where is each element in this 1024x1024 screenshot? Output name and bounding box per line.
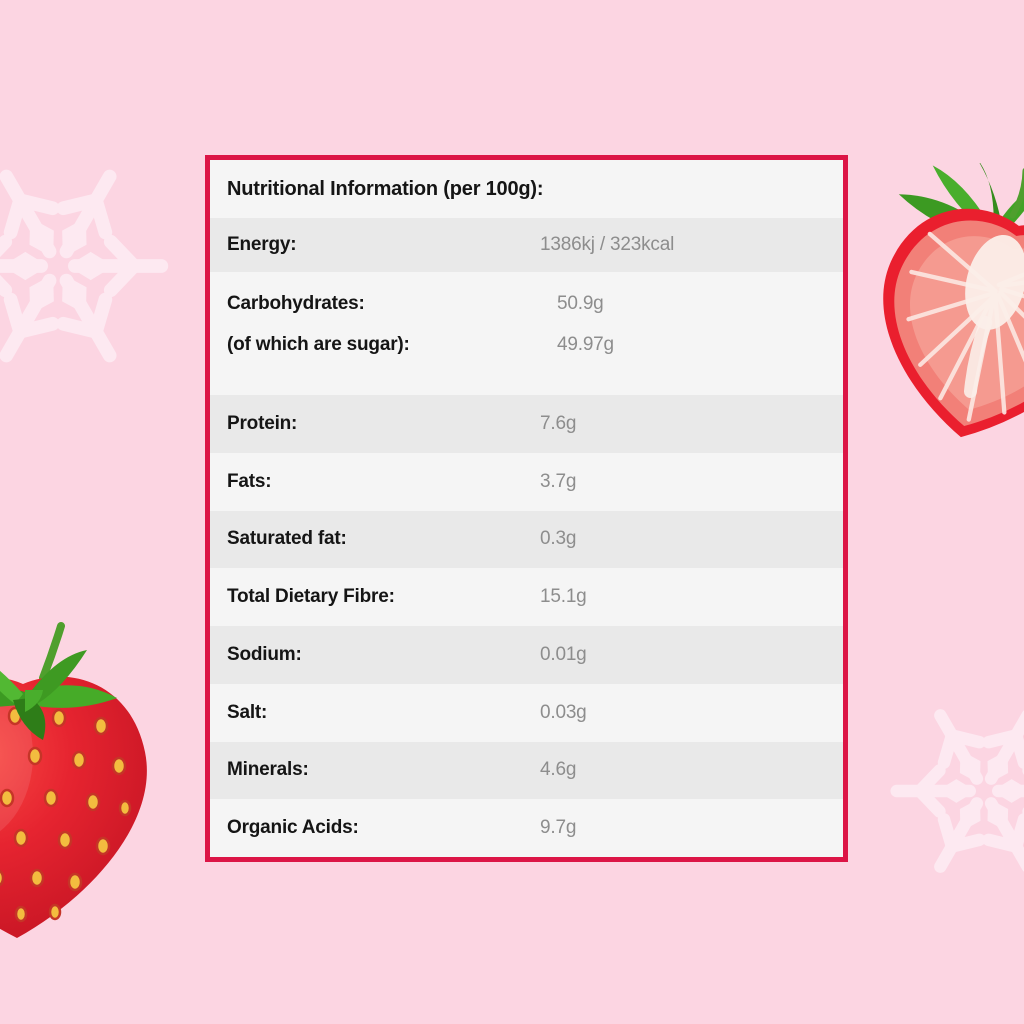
table-row: Minerals: 4.6g (210, 741, 843, 800)
row-value: 1386kj / 323kcal (540, 234, 675, 255)
row-value: 9.7g (540, 817, 577, 839)
row-label: Salt: (227, 701, 268, 723)
table-row: Saturated fat: 0.3g (210, 510, 843, 569)
table-title: Nutritional Information (per 100g): (227, 177, 544, 200)
nutrition-table: Nutritional Information (per 100g): Ener… (205, 155, 848, 862)
row-label: Protein: (227, 412, 298, 434)
strawberry-whole-image (0, 620, 175, 950)
row-label: Organic Acids: (227, 817, 359, 839)
table-row: Carbohydrates: 50.9g (of which are sugar… (210, 272, 843, 395)
row-label: Minerals: (227, 759, 309, 781)
table-row: Organic Acids: 9.7g (210, 799, 843, 857)
row-value: 50.9g (557, 292, 604, 314)
table-row: Salt: 0.03g (210, 683, 843, 742)
row-value: 15.1g (540, 586, 587, 608)
table-header-row: Nutritional Information (per 100g): (210, 160, 843, 218)
table-row: Sodium: 0.01g (210, 626, 843, 684)
row-value: 0.3g (540, 528, 577, 550)
row-label: (of which are sugar): (227, 333, 410, 355)
strawberry-half-image (860, 158, 1024, 463)
snowflake-icon (0, 150, 174, 382)
row-value: 4.6g (540, 759, 577, 781)
table-row: Total Dietary Fibre: 15.1g (210, 568, 843, 626)
row-value: 0.01g (540, 643, 587, 665)
row-label: Total Dietary Fibre: (227, 586, 395, 608)
row-value: 49.97g (557, 333, 614, 355)
row-label: Fats: (227, 470, 272, 492)
row-label: Carbohydrates: (227, 292, 365, 314)
table-row: Fats: 3.7g (210, 452, 843, 511)
row-value: 3.7g (540, 470, 577, 492)
table-row: Energy: 1386kj / 323kcal (210, 218, 843, 272)
row-value: 7.6g (540, 412, 577, 434)
row-label: Saturated fat: (227, 528, 347, 550)
row-label: Energy: (227, 234, 297, 255)
table-row-line: Carbohydrates: 50.9g (227, 283, 843, 324)
snowflake-icon (886, 693, 1024, 889)
table-row-line: (of which are sugar): 49.97g (227, 324, 843, 365)
row-value: 0.03g (540, 701, 587, 723)
table-row: Protein: 7.6g (210, 395, 843, 453)
row-label: Sodium: (227, 643, 302, 665)
